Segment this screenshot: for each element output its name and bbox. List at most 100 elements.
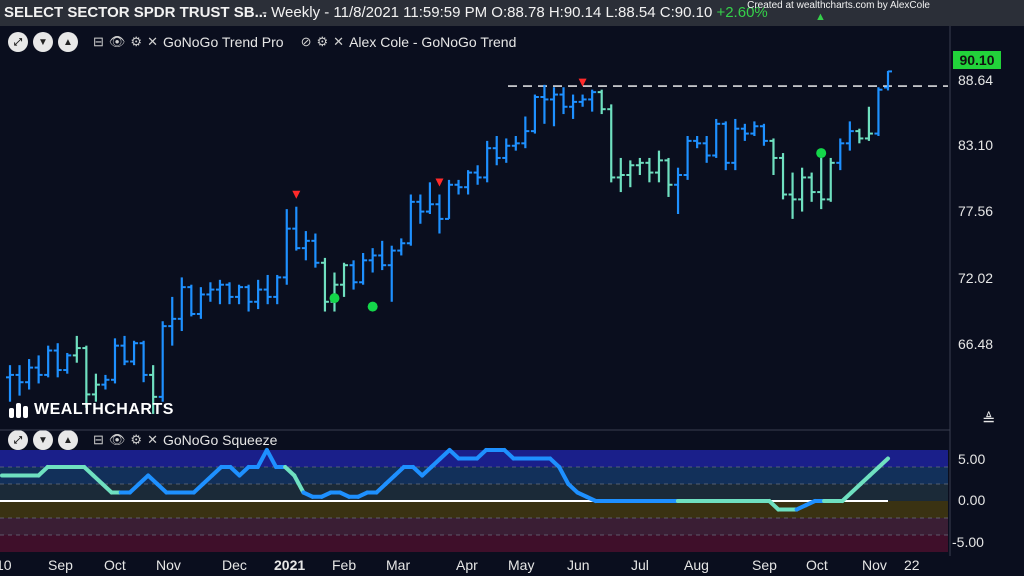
wealthcharts-logo: WEALTHCHARTS [8,400,174,420]
price-bar [473,165,482,185]
ohlc-text: - Weekly - 11/8/2021 11:59:59 PM O:88.78… [262,4,717,21]
price-bar [158,321,167,402]
price-bar [616,157,625,193]
close-icon[interactable]: ✕ [147,34,158,49]
up-arrow-icon: ▲ [815,11,826,23]
price-bar [177,277,186,332]
price-bar [187,284,196,317]
squeeze-segment [392,465,406,478]
price-bar [884,70,892,91]
gear-icon[interactable]: ⚙ [316,34,329,49]
squeeze-segment [127,482,142,495]
price-bar [769,138,778,176]
price-bar [530,94,539,134]
price-bar [292,206,301,251]
eye-off-icon[interactable]: ⊘ [300,34,312,49]
price-bar [196,287,205,319]
eye-icon[interactable]: 👁 [108,432,126,447]
price-bar [301,231,310,261]
x-tick: 10 [0,557,12,573]
price-bar [130,340,139,366]
squeeze-background [0,450,948,552]
squeeze-segment [356,490,370,499]
squeeze-segment [200,473,215,486]
price-bar [607,104,616,183]
price-bar [845,121,854,151]
squeeze-y-tick: 5.00 [958,451,986,467]
chevron-up-icon[interactable]: ▲ [58,32,78,52]
y-tick: 88.64 [958,72,994,88]
price-bar [645,157,654,183]
indicator-label-trend-pro[interactable]: GoNoGo Trend Pro [162,34,284,50]
price-bar [25,359,34,390]
y-tick: 66.48 [958,336,994,352]
squeeze-segment [374,482,388,495]
gear-icon[interactable]: ⚙ [130,34,143,49]
squeeze-segment [429,456,443,469]
price-bar [654,150,663,183]
price-bar [511,136,520,151]
price-bar [349,260,358,290]
squeeze-segment [337,490,352,499]
gear-icon[interactable]: ⚙ [130,432,143,447]
squeeze-band [0,501,948,518]
price-bar [282,209,291,285]
price-bar [368,248,377,273]
squeeze-segment [447,448,461,461]
price-bar [445,179,453,220]
price-bar [340,262,349,297]
price-bar [330,272,339,312]
expand-icon[interactable]: ⤢ [8,32,28,52]
price-bar [215,279,224,305]
x-tick: 2021 [274,557,306,573]
squeeze-segment [191,482,205,495]
price-bar [759,123,768,146]
x-tick: Jun [567,557,590,573]
green-dot-marker [367,301,378,312]
indicator-label-squeeze[interactable]: GoNoGo Squeeze [162,432,278,448]
squeeze-segment [91,473,105,486]
squeeze-segment [137,473,151,486]
ohlc-info: - Weekly - 11/8/2021 11:59:59 PM O:88.78… [262,4,768,21]
price-bar [683,136,692,180]
squeeze-segment [411,465,425,478]
price-bar [874,87,883,137]
x-tick: Dec [222,557,247,573]
chevron-down-icon[interactable]: ▼ [33,32,53,52]
squeeze-segment [502,448,516,461]
price-bar [826,157,835,202]
price-bars [6,70,948,414]
squeeze-segment [575,490,589,499]
squeeze-segment [255,448,269,469]
price-bar [425,182,434,215]
squeeze-segment [858,473,872,486]
x-tick: 22 [904,557,920,573]
squeeze-segment [566,482,580,495]
eye-icon[interactable]: 👁 [108,34,126,49]
x-tick: Oct [806,557,828,573]
scale-adjust-icon[interactable]: ≜ [982,412,996,429]
price-bar [110,338,119,384]
red-triangle-marker [578,78,587,87]
price-bar [693,136,702,149]
expand-icon[interactable]: ⤢ [8,430,28,450]
price-bar [674,167,683,215]
close-icon[interactable]: ✕ [333,34,345,49]
chevron-up-icon[interactable]: ▲ [58,430,78,450]
price-bar [635,157,644,176]
collapse-icon[interactable]: ⊟ [93,432,104,447]
collapse-icon[interactable]: ⊟ [93,34,104,49]
squeeze-band [0,467,948,484]
chevron-down-icon[interactable]: ▼ [33,430,53,450]
indicator-label-gonogo-trend[interactable]: Alex Cole - GoNoGo Trend [349,34,517,50]
squeeze-band [0,450,948,467]
price-bar [378,240,387,271]
squeeze-segment [584,494,598,503]
red-triangle-marker [292,190,301,199]
x-tick: Sep [752,557,777,573]
price-bar [273,274,282,305]
price-bar [320,257,329,312]
close-icon[interactable]: ✕ [147,432,158,447]
price-bar [91,373,100,402]
